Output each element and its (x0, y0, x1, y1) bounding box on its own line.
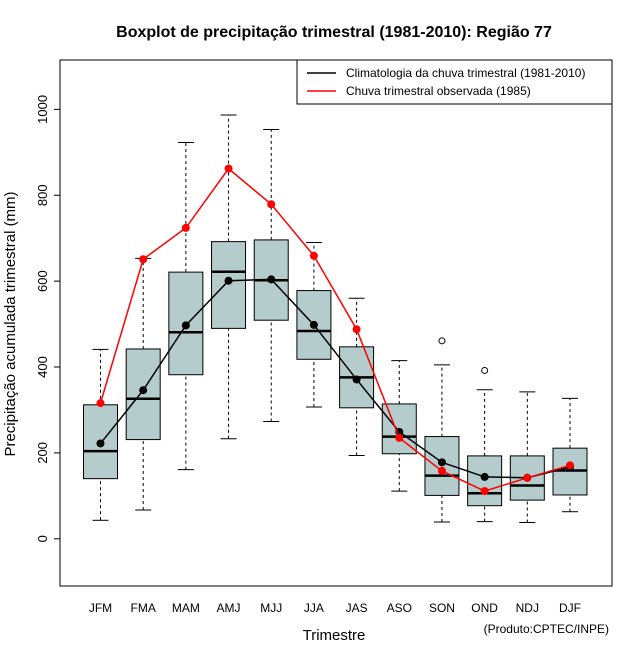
x-tick-label: JJA (304, 601, 324, 615)
series-point (181, 321, 190, 330)
x-tick-label: AMJ (217, 601, 241, 615)
legend-box (296, 59, 613, 105)
series-point (523, 473, 532, 482)
x-tick-label: JAS (346, 601, 368, 615)
series-point (480, 472, 489, 481)
series-point (309, 320, 318, 329)
x-tick-label: FMA (131, 601, 156, 615)
y-tick-label: 0 (35, 535, 50, 542)
box-NDJ (509, 391, 545, 523)
outlier-point (481, 366, 489, 374)
series-point (139, 255, 148, 264)
series-point (480, 487, 489, 496)
boxes-layer (83, 114, 588, 523)
box-SON (424, 337, 460, 523)
series-lines-layer (96, 164, 574, 496)
box-ASO (381, 360, 417, 492)
series-point (96, 399, 105, 408)
series-point (181, 223, 190, 232)
series-point (352, 375, 361, 384)
box-FMA (125, 257, 161, 511)
x-tick-label: MAM (172, 601, 200, 615)
y-axis-label: Precipitação acumulada trimestral (mm) (2, 191, 19, 456)
y-tick-label: 400 (35, 356, 50, 378)
y-tick-label: 600 (35, 270, 50, 292)
x-tick-label: ASO (387, 601, 412, 615)
x-tick-label: DJF (559, 601, 581, 615)
series-point (139, 386, 148, 395)
series-point (96, 439, 105, 448)
series-point (267, 200, 276, 209)
box-JFM (83, 348, 118, 521)
series-point (437, 458, 446, 467)
credit-text: (Produto:CPTEC/INPE) (484, 622, 609, 636)
box-MAM (168, 141, 204, 471)
series-line (99, 278, 571, 479)
series-point (224, 276, 233, 285)
series-point (437, 466, 446, 475)
x-axis-label: Trimestre (303, 627, 366, 644)
box-DJF (552, 397, 588, 513)
outlier-point (438, 337, 446, 345)
legend-label-observed: Chuva trimestral observada (1985) (346, 84, 531, 98)
y-tick-label: 200 (35, 442, 50, 464)
legend: Climatologia da chuva trimestral (1981-2… (296, 59, 613, 105)
box-iqr (125, 348, 161, 441)
series-point (352, 325, 361, 334)
series-point (267, 275, 276, 284)
y-tick-label: 800 (35, 184, 50, 206)
legend-label-climatology: Climatologia da chuva trimestral (1981-2… (346, 66, 585, 80)
x-tick-label: OND (471, 601, 498, 615)
box-iqr (211, 241, 247, 329)
x-tick-label: MJJ (260, 601, 282, 615)
series-line (99, 167, 571, 492)
series-point (566, 461, 574, 470)
series-climatology (96, 275, 574, 482)
box-OND (467, 366, 503, 523)
x-tick-label: SON (429, 601, 455, 615)
x-tick-label: JFM (89, 601, 112, 615)
series-point (224, 164, 233, 173)
x-tick-label: NDJ (516, 601, 539, 615)
y-axis: 0 200 400 600 800 1000 (35, 95, 61, 542)
y-tick-label: 1000 (35, 95, 50, 124)
chart-title: Boxplot de precipitação trimestral (1981… (116, 24, 552, 41)
x-axis: JFM FMA MAM AMJ MJJ JJA JAS ASO SON OND NDJ DJF (89, 601, 581, 615)
series-point (309, 251, 318, 260)
box-AMJ (211, 114, 247, 440)
series-observed (96, 164, 574, 496)
series-point (395, 433, 404, 442)
